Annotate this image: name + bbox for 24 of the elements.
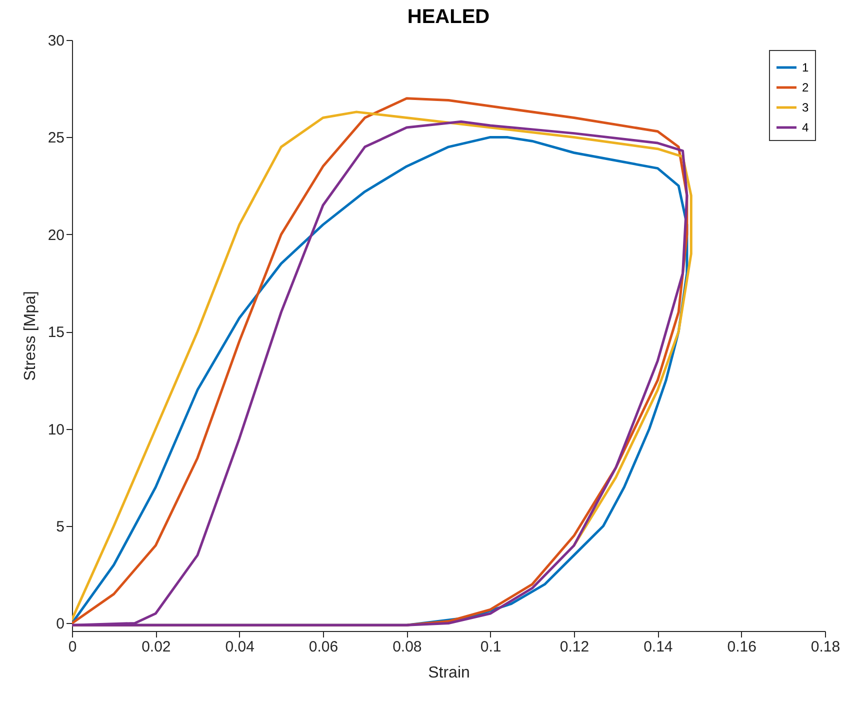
x-tick-label: 0.12 — [560, 638, 590, 656]
y-tick-label: 30 — [48, 32, 64, 50]
x-tick-label: 0 — [68, 638, 77, 656]
x-tick-label: 0.02 — [142, 638, 171, 656]
x-tick-label: 0.14 — [644, 638, 673, 656]
legend-label: 2 — [802, 80, 809, 94]
x-tick-label: 0.04 — [225, 638, 254, 656]
legend-label: 3 — [802, 100, 809, 114]
chart-title: HEALED — [407, 6, 490, 28]
x-tick-label: 0.06 — [308, 638, 338, 656]
x-tick-label: 0.16 — [727, 638, 756, 656]
x-axis-title: Strain — [428, 664, 470, 682]
x-tick-label: 0.1 — [480, 638, 502, 656]
y-tick-label: 5 — [56, 518, 64, 536]
y-tick-label: 0 — [56, 616, 64, 633]
legend-label: 1 — [802, 60, 809, 74]
y-tick-label: 10 — [48, 421, 64, 438]
y-axis-title: Stress [Mpa] — [22, 291, 39, 381]
x-tick-label: 0.18 — [810, 638, 840, 656]
legend-label: 4 — [802, 120, 809, 134]
y-tick-label: 15 — [48, 324, 64, 342]
y-tick-label: 20 — [48, 226, 64, 244]
x-tick-label: 0.08 — [392, 638, 422, 656]
y-tick-label: 25 — [48, 130, 64, 147]
